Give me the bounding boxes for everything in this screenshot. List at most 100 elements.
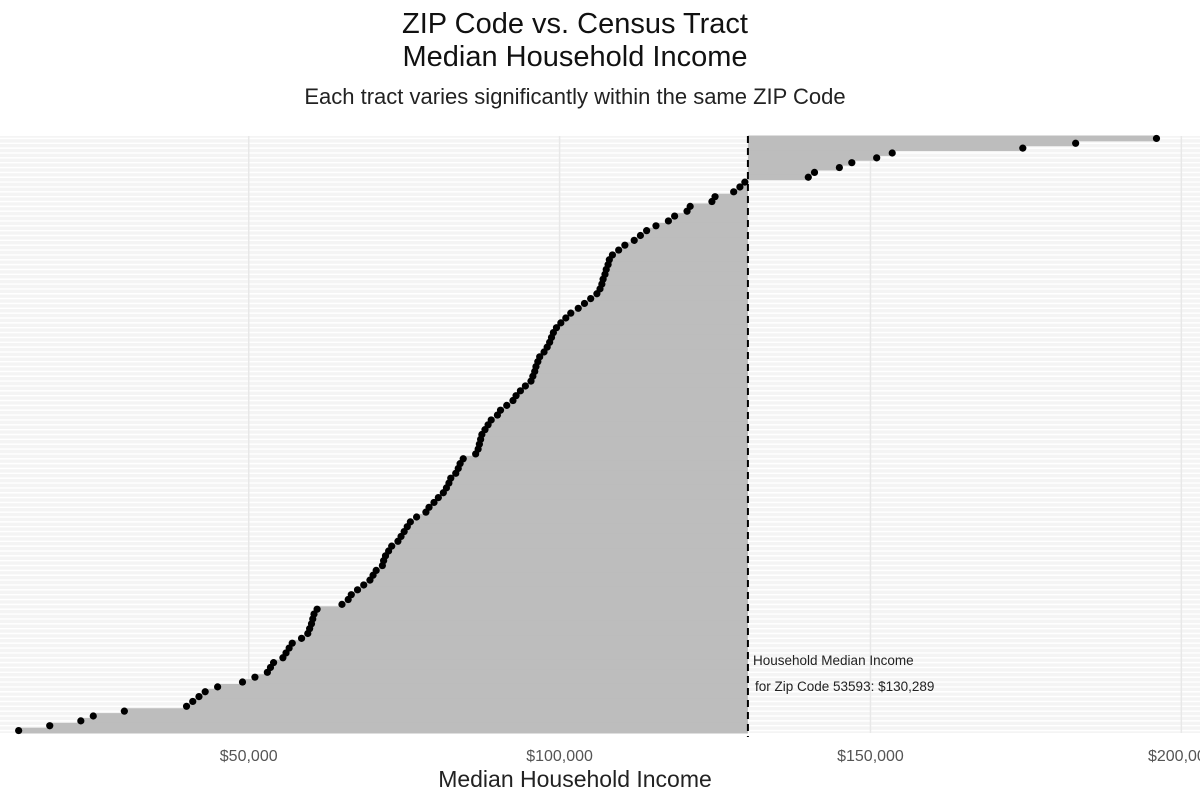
tract-point (201, 688, 209, 696)
income-bar (475, 451, 748, 457)
tract-point (683, 207, 691, 215)
income-bar (500, 407, 748, 414)
income-bar (311, 620, 748, 627)
income-bar (512, 397, 748, 404)
income-bar (309, 625, 748, 632)
income-bar (747, 174, 809, 181)
income-bar (407, 523, 748, 530)
tract-point (708, 197, 716, 206)
income-bar (429, 504, 748, 511)
income-bar (254, 674, 748, 681)
income-bar (410, 518, 748, 525)
tract-point (567, 309, 575, 317)
income-bar (603, 276, 748, 283)
income-bar (18, 727, 748, 734)
income-bar (674, 213, 748, 219)
income-bar (373, 572, 748, 579)
x-axis-title: Median Household Income (438, 766, 712, 792)
income-bar (604, 271, 748, 278)
income-bar (391, 543, 748, 550)
income-bar (497, 412, 748, 418)
income-bar (463, 455, 748, 462)
income-bar (544, 349, 748, 355)
tract-point (394, 537, 402, 545)
income-bar (448, 480, 748, 486)
tract-point (741, 178, 749, 186)
tract-point (593, 290, 601, 298)
income-bar (739, 184, 748, 190)
income-bar (357, 586, 748, 593)
income-bar (313, 611, 748, 617)
tract-point (810, 168, 819, 177)
income-bar (747, 145, 1023, 152)
chart-subtitle: Each tract varies significantly within t… (304, 84, 846, 109)
income-bar (49, 722, 748, 729)
income-bar (205, 688, 748, 695)
income-bar (747, 154, 877, 161)
income-bar (198, 693, 748, 700)
income-bar (292, 640, 748, 647)
tract-point (493, 411, 502, 419)
income-bar (570, 310, 748, 317)
income-bar (537, 358, 748, 365)
income-bar (479, 441, 748, 448)
tract-point (353, 586, 362, 594)
tract-point (736, 183, 744, 191)
reference-annotation-line2: for Zip Code 53593: $130,289 (755, 679, 935, 694)
income-bar (715, 193, 748, 200)
x-tick-label: $50,000 (220, 748, 278, 765)
tract-point (15, 726, 23, 735)
income-bar (383, 557, 748, 564)
income-bar (600, 285, 748, 292)
income-bar (601, 281, 748, 287)
tract-point (182, 702, 191, 710)
income-bar (348, 596, 748, 603)
tract-point (509, 396, 517, 405)
income-bar (534, 368, 748, 375)
tract-point (344, 595, 352, 604)
tract-point (848, 159, 856, 167)
income-bar (382, 562, 748, 569)
income-bar (612, 252, 748, 258)
tract-point (195, 692, 203, 701)
income-bar (376, 567, 748, 574)
tract-point (263, 668, 271, 676)
x-tick-label: $100,000 (526, 748, 593, 765)
income-bar (535, 363, 748, 370)
x-tick-label: $200,000 (1148, 748, 1200, 765)
income-bar (596, 290, 748, 297)
tract-point (562, 314, 570, 322)
income-bar (747, 135, 1157, 142)
income-bar (668, 218, 748, 224)
income-bar (242, 679, 748, 685)
tract-point (251, 673, 259, 681)
income-bar (369, 577, 748, 584)
income-bar (438, 494, 748, 501)
tract-point (434, 493, 442, 502)
income-bar (565, 315, 748, 321)
tract-point (1019, 144, 1027, 152)
income-bar (404, 528, 748, 535)
tract-point (671, 212, 679, 220)
income-bar (484, 426, 748, 433)
tract-point (580, 299, 589, 308)
income-bar (80, 717, 748, 724)
tract-point (89, 712, 97, 720)
income-bar (186, 703, 748, 710)
income-bar (547, 344, 748, 351)
tract-point (422, 508, 430, 516)
tract-point (430, 498, 438, 507)
income-bar (401, 533, 748, 540)
income-bar (640, 232, 748, 239)
income-bar (491, 417, 748, 423)
income-bar (655, 222, 748, 229)
income-bar (711, 198, 748, 205)
tract-point (516, 387, 525, 395)
income-bar (341, 601, 748, 608)
income-bar (584, 300, 748, 307)
income-bar (286, 650, 748, 656)
x-tick-label: $150,000 (837, 748, 904, 765)
income-bar (307, 630, 748, 637)
tract-point (587, 294, 595, 303)
